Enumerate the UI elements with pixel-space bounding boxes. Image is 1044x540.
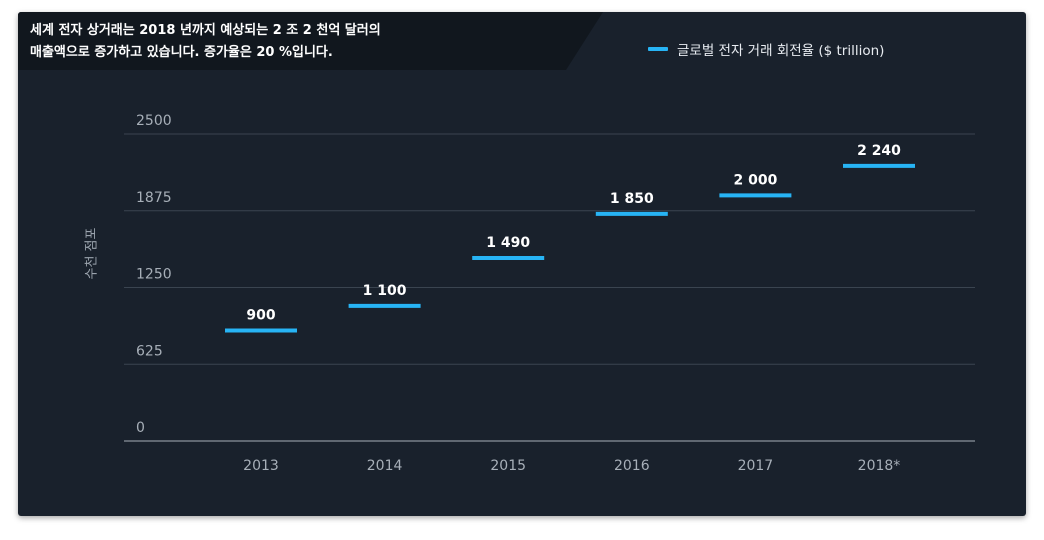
y-tick-label: 1250 <box>136 267 172 283</box>
x-tick-label: 2018* <box>858 458 901 474</box>
x-tick-label: 2014 <box>367 458 403 474</box>
chart-title-line-2: 매출액으로 증가하고 있습니다. 증가율은 20 %입니다. <box>30 45 333 60</box>
data-label: 1 850 <box>610 191 654 207</box>
y-tick-label: 0 <box>136 420 145 436</box>
data-label: 1 100 <box>363 283 407 299</box>
x-tick-label: 2015 <box>490 458 526 474</box>
data-label: 900 <box>246 307 275 323</box>
data-label: 2 240 <box>857 143 901 159</box>
y-tick-label: 2500 <box>136 113 172 129</box>
x-tick-label: 2016 <box>614 458 650 474</box>
legend: 글로벌 전자 거래 회전율 ($ trillion) <box>648 39 884 59</box>
legend-swatch <box>648 47 668 51</box>
y-tick-label: 1875 <box>136 190 172 206</box>
data-label: 2 000 <box>733 172 777 188</box>
legend-label: 글로벌 전자 거래 회전율 ($ trillion) <box>677 43 885 59</box>
data-label: 1 490 <box>486 235 530 251</box>
plot-area: 0 625 1250 1875 2500 2013 2014 2015 2016 2017 2018… <box>124 113 975 474</box>
x-tick-label: 2013 <box>243 458 279 474</box>
chart-title-line-1: 세계 전자 상거래는 2018 년까지 예상되는 2 조 2 천억 달러의 <box>30 23 381 38</box>
y-tick-label: 625 <box>136 343 163 359</box>
x-tick-label: 2017 <box>738 458 774 474</box>
chart-title: 세계 전자 상거래는 2018 년까지 예상되는 2 조 2 천억 달러의 매출… <box>30 20 460 64</box>
chart-card: 세계 전자 상거래는 2018 년까지 예상되는 2 조 2 천억 달러의 매출… <box>18 12 1026 516</box>
